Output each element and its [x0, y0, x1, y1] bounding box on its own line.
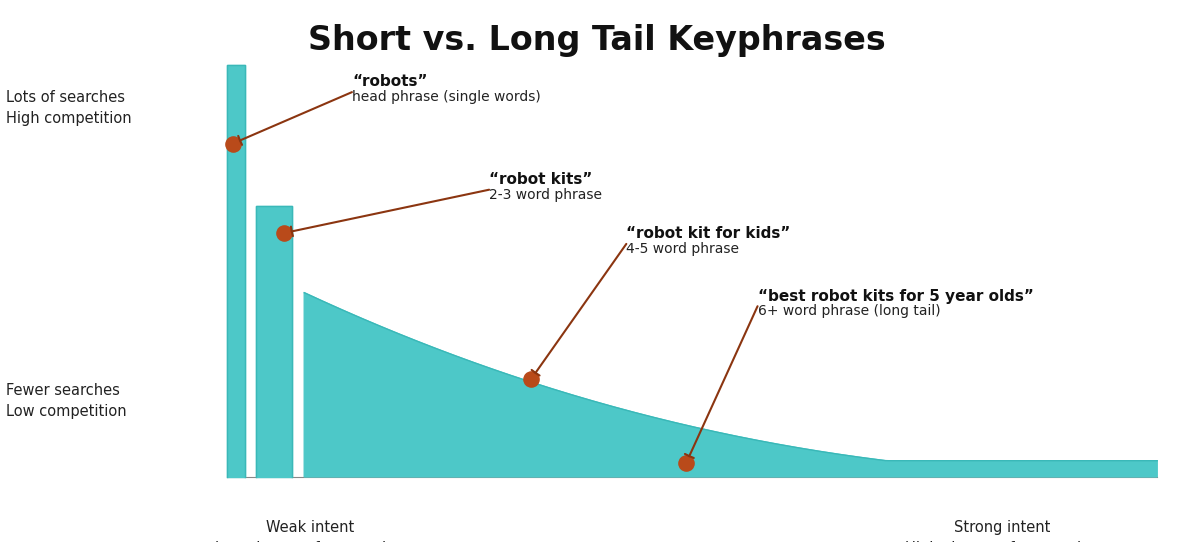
Text: “robot kit for kids”: “robot kit for kids”	[626, 226, 791, 241]
Point	[223, 139, 242, 148]
Text: 4-5 word phrase: 4-5 word phrase	[626, 242, 740, 256]
Text: Strong intent
High chance of conversion: Strong intent High chance of conversion	[905, 520, 1099, 542]
Polygon shape	[256, 206, 292, 477]
Text: 6+ word phrase (long tail): 6+ word phrase (long tail)	[758, 304, 940, 318]
Text: Fewer searches
Low competition: Fewer searches Low competition	[6, 383, 126, 419]
Point	[274, 229, 293, 237]
Text: Short vs. Long Tail Keyphrases: Short vs. Long Tail Keyphrases	[308, 24, 885, 57]
Text: Lots of searches
High competition: Lots of searches High competition	[6, 91, 131, 126]
Polygon shape	[227, 65, 245, 477]
Text: Weak intent
Low chance of conversion: Weak intent Low chance of conversion	[216, 520, 404, 542]
Point	[676, 459, 696, 468]
Text: “best robot kits for 5 year olds”: “best robot kits for 5 year olds”	[758, 288, 1033, 304]
Text: “robots”: “robots”	[352, 74, 427, 89]
Point	[521, 375, 540, 384]
Text: 2-3 word phrase: 2-3 word phrase	[489, 188, 602, 202]
Text: “robot kits”: “robot kits”	[489, 172, 593, 187]
Text: head phrase (single words): head phrase (single words)	[352, 90, 540, 104]
Polygon shape	[304, 293, 1157, 477]
